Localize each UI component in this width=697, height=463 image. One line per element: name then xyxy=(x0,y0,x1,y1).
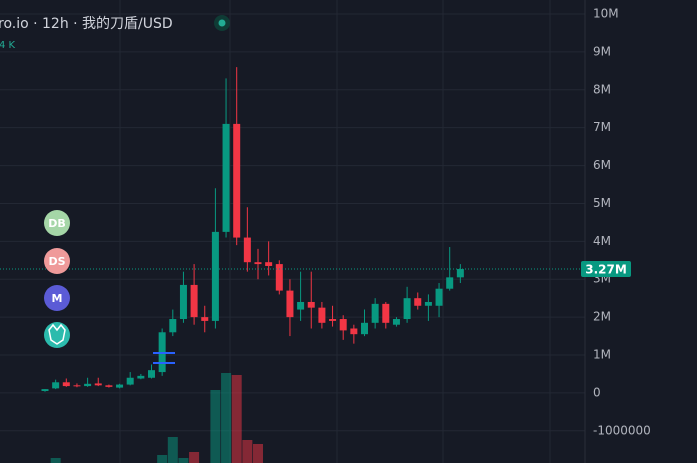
y-tick-label: 7M xyxy=(593,120,611,134)
icon-label: DS xyxy=(48,255,65,268)
candle-body xyxy=(233,123,241,238)
candle-body xyxy=(222,123,230,232)
candle-body xyxy=(105,385,113,387)
indicator-icons: DB DS M xyxy=(44,210,70,348)
candle-body xyxy=(94,383,102,386)
candle-body xyxy=(116,384,124,388)
volume-bar xyxy=(189,452,200,463)
candle-body xyxy=(190,284,198,318)
candle-body xyxy=(148,370,155,378)
volume-bar xyxy=(221,373,232,463)
candle-body xyxy=(446,277,454,289)
chart-title: ro.io · 12h · 我的刀盾/USD xyxy=(0,16,173,32)
candle-body xyxy=(361,322,368,335)
candle-body xyxy=(403,298,411,320)
candle-body xyxy=(254,262,262,265)
candle-body xyxy=(414,298,422,306)
candle-body xyxy=(62,382,70,387)
y-tick-label: 2M xyxy=(593,310,611,324)
icon[interactable] xyxy=(44,248,70,274)
candle-body xyxy=(297,301,305,310)
candle-body xyxy=(392,319,400,325)
volume-bar xyxy=(253,444,263,463)
candle-body xyxy=(265,262,273,266)
candle-body xyxy=(350,328,358,335)
subtitle: 4 K xyxy=(0,40,16,51)
last-price-label: 3.27M xyxy=(585,263,627,277)
fox-icon xyxy=(48,323,66,345)
y-tick-label: 8M xyxy=(593,82,611,96)
volume xyxy=(50,373,263,463)
y-tick-label: 6M xyxy=(593,158,611,172)
y-tick-label: 10M xyxy=(593,7,619,21)
y-tick-label: 5M xyxy=(593,196,611,210)
candle-body xyxy=(201,317,209,321)
candle-body xyxy=(179,284,187,320)
candle-body xyxy=(73,385,81,387)
candle-body xyxy=(318,307,326,323)
y-tick-label: 0 xyxy=(593,385,601,399)
candle-body xyxy=(41,389,49,392)
candle-body xyxy=(371,303,379,323)
volume-bar xyxy=(242,440,253,463)
candle-body xyxy=(456,269,464,278)
candle-body xyxy=(275,264,283,291)
y-tick-label: -1000000 xyxy=(593,423,651,437)
candle-body xyxy=(137,375,145,379)
icon-label: DB xyxy=(48,217,66,230)
volume-bar xyxy=(231,375,242,463)
icon-label: M xyxy=(52,292,63,305)
volume-bar xyxy=(50,458,61,463)
volume-bar xyxy=(210,390,221,463)
candle-body xyxy=(84,383,92,387)
y-tick-label: 9M xyxy=(593,44,611,58)
candle-body xyxy=(382,303,390,323)
candle-body xyxy=(329,319,337,321)
candle-body xyxy=(286,290,294,318)
candle-body xyxy=(52,382,60,389)
y-tick-label: 4M xyxy=(593,234,611,248)
volume-bar xyxy=(178,458,189,463)
candle-body xyxy=(126,377,134,385)
candle-body xyxy=(243,237,251,263)
last-price-tag xyxy=(581,261,631,278)
candle-body xyxy=(435,288,443,306)
candle-body xyxy=(307,301,315,308)
status-dot xyxy=(218,19,226,27)
candle-body xyxy=(211,231,219,321)
icon[interactable] xyxy=(44,210,70,236)
candle-body xyxy=(424,301,432,306)
icon[interactable] xyxy=(44,285,70,311)
volume-bar xyxy=(167,437,178,463)
candle-body xyxy=(339,319,347,331)
candle-body xyxy=(169,319,177,333)
y-tick-label: 1M xyxy=(593,348,611,362)
volume-bar xyxy=(157,455,168,463)
